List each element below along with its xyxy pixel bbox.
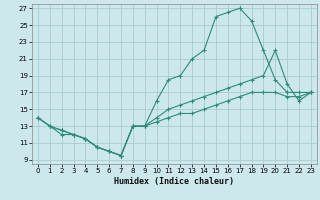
X-axis label: Humidex (Indice chaleur): Humidex (Indice chaleur) xyxy=(115,177,234,186)
